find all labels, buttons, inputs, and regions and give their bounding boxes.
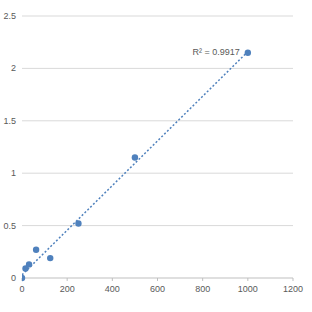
point [33,247,39,253]
x-tick-label: 1200 [283,284,303,294]
grid-line [22,68,293,69]
point [47,255,53,261]
grid-line [22,173,293,174]
plot-area [22,49,251,281]
grid-line [22,120,293,121]
chart: 0 0.5 1 1.5 2 2.5 0 200 400 600 800 1000 1200 R² = 0.… [0,0,312,312]
y-tick-label: 1.5 [3,116,16,126]
x-tick-label: 0 [19,284,24,294]
trend-line [22,52,248,275]
x-tick-label: 1000 [238,284,258,294]
x-tick-label: 400 [105,284,120,294]
x-tick [293,278,294,281]
x-tick [247,278,248,281]
y-tick-label: 1 [11,168,16,178]
grid-line [22,225,293,226]
y-tick-label: 0 [11,273,16,283]
y-tick-label: 2 [11,63,16,73]
annotation: R² = 0.9917 [193,47,240,57]
grid-line [22,16,293,17]
x-tick [202,278,203,281]
point [22,275,25,281]
x-tick [112,278,113,281]
y-tick-label: 2.5 [3,11,16,21]
x-tick-label: 600 [150,284,165,294]
x-tick [157,278,158,281]
x-tick-label: 200 [60,284,75,294]
y-tick-label: 0.5 [3,221,16,231]
x-tick [67,278,68,281]
x-tick-label: 800 [195,284,210,294]
point [132,154,138,160]
